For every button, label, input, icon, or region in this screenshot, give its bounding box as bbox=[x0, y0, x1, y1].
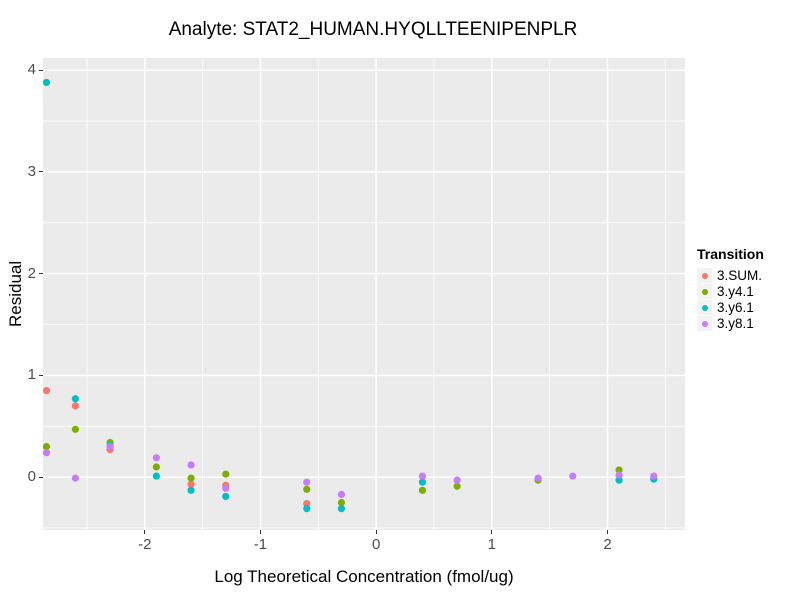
x-tick-mark bbox=[491, 530, 493, 534]
y-tick-label: 0 bbox=[27, 468, 36, 486]
data-point bbox=[453, 482, 461, 490]
data-point bbox=[106, 442, 114, 451]
x-tick-label: 1 bbox=[487, 536, 496, 553]
y-tick-label: 4 bbox=[27, 61, 36, 79]
x-tick-mark bbox=[259, 530, 261, 534]
data-point bbox=[303, 478, 311, 486]
y-tick-label: 1 bbox=[27, 366, 36, 384]
data-point bbox=[71, 402, 79, 410]
data-point bbox=[303, 485, 311, 493]
legend-item: 3.SUM. bbox=[697, 268, 797, 283]
data-point bbox=[418, 486, 427, 494]
legend-dot-icon bbox=[701, 272, 708, 279]
legend-item: 3.y8.1 bbox=[697, 316, 797, 331]
data-point bbox=[337, 505, 346, 513]
y-tick-mark bbox=[39, 476, 43, 478]
data-point bbox=[71, 425, 79, 433]
data-point bbox=[222, 470, 230, 478]
legend-key bbox=[697, 268, 712, 283]
data-point bbox=[222, 492, 230, 501]
data-point bbox=[337, 498, 346, 507]
legend-key bbox=[697, 316, 712, 331]
legend-item: 3.y4.1 bbox=[697, 284, 797, 299]
data-point bbox=[569, 472, 577, 480]
y-tick-mark bbox=[39, 69, 43, 71]
y-tick-label: 3 bbox=[27, 162, 36, 180]
y-tick-mark bbox=[39, 374, 43, 376]
plot-panel bbox=[43, 58, 685, 530]
legend-key bbox=[697, 284, 712, 299]
data-point bbox=[43, 442, 51, 451]
x-tick-mark bbox=[606, 530, 608, 534]
data-point bbox=[152, 454, 160, 462]
x-tick-label: -1 bbox=[253, 536, 268, 553]
legend-dot-icon bbox=[701, 288, 708, 295]
y-tick-mark bbox=[39, 171, 43, 173]
data-point bbox=[71, 474, 79, 482]
x-tick-label: 2 bbox=[603, 536, 612, 553]
y-axis-title: Residual bbox=[6, 260, 25, 328]
data-point bbox=[615, 471, 623, 479]
data-point bbox=[534, 474, 542, 482]
x-axis-title: Log Theoretical Concentration (fmol/ug) bbox=[214, 567, 514, 586]
legend-label: 3.y6.1 bbox=[717, 300, 754, 315]
x-tick-mark bbox=[144, 530, 146, 534]
y-tick-mark bbox=[39, 273, 43, 275]
legend-title: Transition bbox=[697, 246, 764, 262]
legend-item: 3.y6.1 bbox=[697, 300, 797, 315]
data-point bbox=[187, 474, 195, 482]
data-point bbox=[152, 463, 160, 471]
data-point bbox=[43, 387, 51, 395]
legend-label: 3.SUM. bbox=[717, 268, 763, 283]
legend: Transition 3.SUM. 3.y4.1 3.y6.1 3.y8.1 bbox=[697, 246, 797, 332]
data-point bbox=[615, 466, 623, 474]
data-point bbox=[222, 484, 230, 492]
data-point bbox=[453, 476, 461, 484]
data-point bbox=[615, 476, 623, 484]
data-point bbox=[187, 480, 195, 488]
legend-key bbox=[697, 300, 712, 315]
data-point bbox=[418, 478, 427, 486]
data-point bbox=[418, 472, 427, 480]
data-point bbox=[187, 461, 195, 469]
chart-title: Analyte: STAT2_HUMAN.HYQLLTEENIPENPLR bbox=[168, 19, 578, 40]
data-point bbox=[650, 472, 658, 480]
data-point bbox=[187, 486, 195, 494]
legend-dot-icon bbox=[701, 304, 708, 311]
data-point bbox=[303, 499, 311, 508]
scatter-plot bbox=[43, 58, 685, 530]
data-point bbox=[303, 505, 311, 513]
legend-label: 3.y4.1 bbox=[717, 284, 754, 299]
x-tick-label: -2 bbox=[138, 536, 152, 553]
x-tick-label: 0 bbox=[371, 536, 381, 553]
data-point bbox=[43, 78, 51, 87]
data-point bbox=[337, 490, 346, 498]
y-tick-label: 2 bbox=[27, 264, 36, 282]
data-point bbox=[71, 395, 79, 403]
legend-dot-icon bbox=[701, 320, 708, 327]
legend-label: 3.y8.1 bbox=[717, 316, 754, 331]
data-point bbox=[152, 472, 160, 480]
data-point bbox=[43, 449, 51, 457]
x-tick-mark bbox=[375, 530, 377, 534]
